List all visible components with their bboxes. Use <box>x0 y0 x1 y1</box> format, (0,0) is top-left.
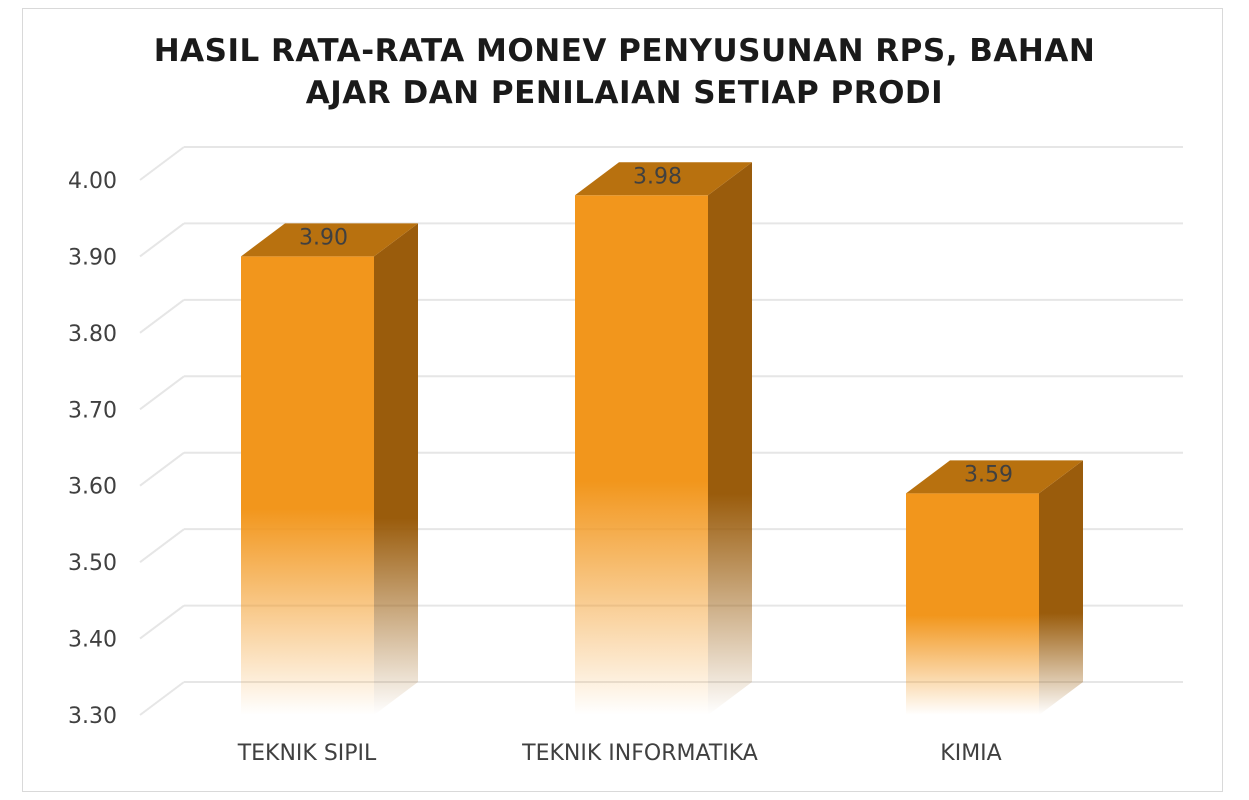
data-label: 3.98 <box>633 164 682 189</box>
bar-front <box>906 493 1039 715</box>
gridline-depth <box>139 375 185 411</box>
y-tick-label: 3.50 <box>68 551 117 576</box>
y-axis-ticks: 3.30 3.40 3.50 3.60 3.70 3.80 3.90 4.00 <box>68 169 117 729</box>
chart-title-line-1: HASIL RATA-RATA MONEV PENYUSUNAN RPS, BA… <box>153 33 1096 69</box>
bars <box>241 162 1083 716</box>
x-category-label: TEKNIK SIPIL <box>237 741 377 766</box>
data-label: 3.59 <box>964 462 1013 487</box>
data-labels: 3.90 3.98 3.59 <box>299 164 1013 487</box>
gridline-depth <box>139 299 185 334</box>
bar-front <box>241 256 374 715</box>
gridline-depth <box>139 528 185 563</box>
bar-top <box>575 162 752 196</box>
bar-side <box>1039 460 1083 715</box>
bar-top <box>906 460 1083 494</box>
gridline-depth <box>139 451 185 487</box>
bar <box>575 162 752 716</box>
chart-title-line-2: AJAR DAN PENILAIAN SETIAP PRODI <box>305 75 944 111</box>
bar <box>241 223 418 715</box>
bar-side <box>708 162 752 716</box>
y-tick-label: 4.00 <box>68 169 117 194</box>
y-tick-label: 3.30 <box>68 704 117 729</box>
gridline-depth <box>139 222 185 258</box>
chart-title: HASIL RATA-RATA MONEV PENYUSUNAN RPS, BA… <box>0 30 1249 114</box>
y-tick-label: 3.60 <box>68 475 117 500</box>
y-tick-label: 3.40 <box>68 628 117 653</box>
gridline-depth <box>139 146 185 181</box>
data-label: 3.90 <box>299 225 348 250</box>
x-category-label: KIMIA <box>940 741 1001 766</box>
bar <box>906 460 1083 715</box>
gridline-depth <box>139 681 185 716</box>
bar-side <box>374 223 418 715</box>
y-tick-label: 3.70 <box>68 398 117 423</box>
bar-top <box>241 223 418 257</box>
y-tick-label: 3.90 <box>68 245 117 270</box>
x-category-label: TEKNIK INFORMATIKA <box>521 741 758 766</box>
gridline-depth <box>139 604 185 640</box>
y-tick-label: 3.80 <box>68 322 117 347</box>
bar-front <box>575 195 708 716</box>
x-axis-categories: TEKNIK SIPIL TEKNIK INFORMATIKA KIMIA <box>237 741 1002 766</box>
